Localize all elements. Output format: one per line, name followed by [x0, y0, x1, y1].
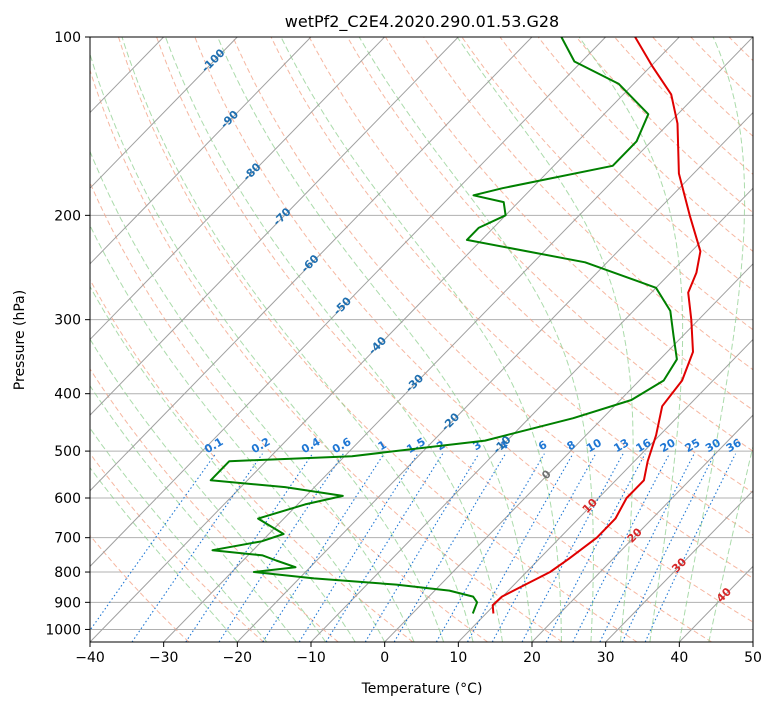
- profile-series: [209, 37, 702, 614]
- moist-adiabat: [678, 37, 746, 642]
- isotherm-line: [90, 37, 533, 492]
- isotherm-line: [531, 414, 753, 642]
- moist-adiabat: [121, 37, 474, 642]
- mixing-ratio-line: [90, 453, 217, 632]
- dry-adiabat: [423, 37, 753, 371]
- isotherm-line: [90, 37, 680, 642]
- x-tick-label: −20: [223, 650, 253, 666]
- dry-adiabat: [537, 37, 753, 252]
- moist-adiabat: [90, 150, 415, 642]
- y-tick-label: 400: [54, 387, 81, 403]
- isotherm-line: [90, 37, 312, 265]
- moist-adiabat: [165, 37, 503, 642]
- moist-adiabat: [90, 285, 356, 642]
- mixing-ratio-line: [644, 453, 737, 642]
- temperature-profile-line: [491, 37, 702, 614]
- mixing-ratio-line: [621, 453, 716, 642]
- x-axis-label: Temperature (°C): [361, 681, 483, 697]
- moist-adiabat: [90, 466, 238, 642]
- dry-adiabat: [614, 37, 753, 175]
- dry-adiabat: [118, 37, 638, 642]
- y-axis-label: Pressure (hPa): [12, 290, 28, 390]
- mixing-ratio-line: [185, 453, 314, 642]
- isotherm-line: [310, 187, 753, 642]
- dry-adiabat: [232, 37, 753, 579]
- moist-adiabat: [456, 37, 634, 642]
- y-tick-label: 1000: [45, 622, 81, 638]
- y-tick-label: 600: [54, 491, 81, 507]
- mixing-ratio-line: [298, 453, 419, 642]
- moist-adiabat: [90, 224, 386, 642]
- dry-adiabat: [499, 37, 753, 291]
- dry-adiabat: [90, 181, 488, 642]
- mixing-ratio-line: [599, 453, 695, 642]
- y-tick-label: 900: [54, 595, 81, 611]
- dry-adiabat: [90, 68, 563, 642]
- x-tick-label: −40: [75, 650, 105, 666]
- dry-adiabat: [90, 278, 414, 642]
- isotherm-line: [384, 263, 753, 642]
- mixing-ratio-line: [435, 453, 545, 642]
- x-tick-label: 0: [380, 650, 389, 666]
- mixing-ratio-line: [218, 453, 344, 642]
- plot-frame: [89, 36, 754, 643]
- y-tick-label: 500: [54, 444, 81, 460]
- isotherm-line: [90, 37, 459, 416]
- dewpoint-profile-line: [209, 37, 678, 614]
- mixing-ratio-line: [262, 453, 385, 642]
- dry-adiabat: [385, 37, 753, 411]
- y-tick-label: 800: [54, 565, 81, 581]
- x-tick-label: 20: [523, 650, 541, 666]
- plot-area-background-lines: [90, 37, 753, 642]
- isotherm-line: [90, 37, 385, 341]
- x-tick-label: 40: [670, 650, 688, 666]
- chart-title: wetPf2_C2E4.2020.290.01.53.G28: [285, 12, 559, 32]
- dry-adiabat: [90, 534, 190, 642]
- moist-adiabat: [217, 37, 533, 642]
- isotherm-line: [90, 37, 238, 189]
- x-tick-label: 30: [597, 650, 615, 666]
- y-tick-label: 200: [54, 208, 81, 224]
- mixing-ratio-line: [545, 453, 646, 642]
- axis-ticks: −40 −30 −20 −10 0 10 20 30 40 50 1000 900 800 700 600 5…: [45, 30, 762, 666]
- mixing-ratio-line: [364, 453, 480, 642]
- mixing-ratio-line: [325, 453, 444, 642]
- mixing-ratio-line: [572, 453, 670, 642]
- moist-adiabat: [578, 37, 684, 642]
- y-tick-label: 700: [54, 531, 81, 547]
- isotherm-line: [90, 37, 606, 568]
- y-tick-label: 100: [54, 30, 81, 46]
- x-tick-label: −30: [149, 650, 179, 666]
- moist-adiabat: [90, 52, 445, 642]
- mixing-ratio-line: [393, 453, 506, 642]
- x-tick-label: 10: [449, 650, 467, 666]
- isotherm-line: [605, 490, 753, 642]
- dry-adiabat: [270, 37, 753, 536]
- y-tick-label: 300: [54, 313, 81, 329]
- moist-adiabat: [90, 384, 297, 642]
- dry-adiabat: [156, 37, 712, 642]
- isotherm-line: [236, 111, 753, 642]
- moist-adiabat: [708, 444, 753, 642]
- x-tick-label: 50: [744, 650, 762, 666]
- x-tick-label: −10: [296, 650, 326, 666]
